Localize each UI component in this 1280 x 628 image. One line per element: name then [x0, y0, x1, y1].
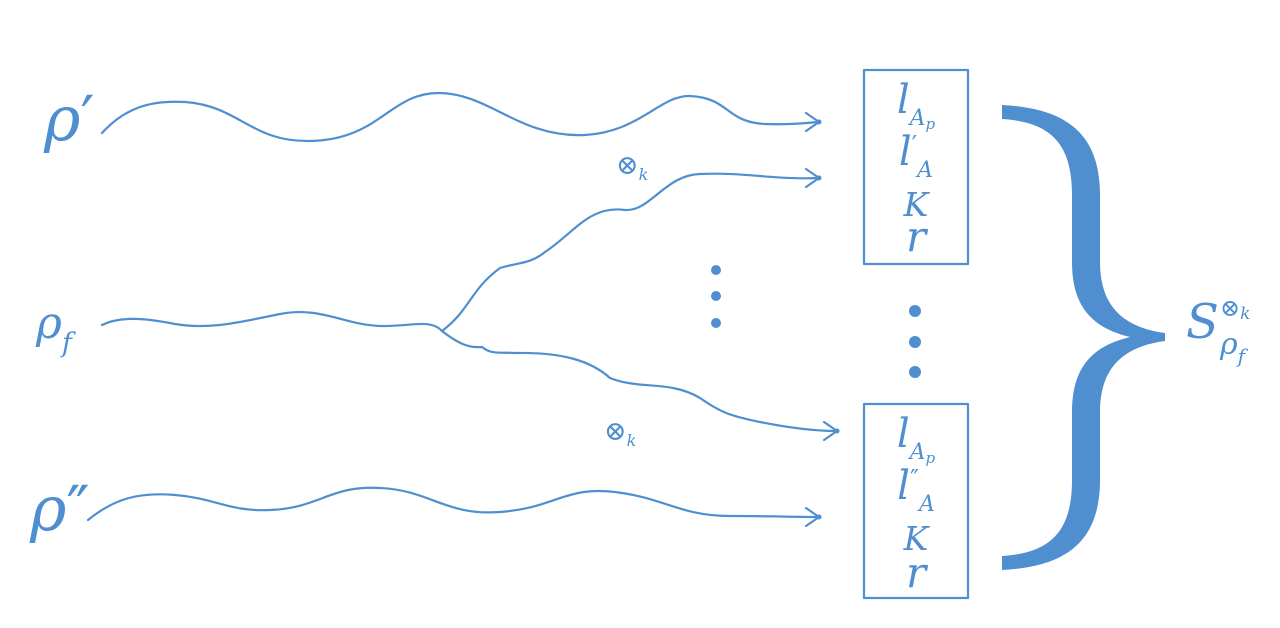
result-sup: ⊗k	[1220, 294, 1250, 323]
ellipsis-dot-boxes-2	[909, 336, 921, 348]
result-sup-symbol: ⊗	[1220, 294, 1241, 322]
bottom-box-dprime-mark: ″	[909, 465, 919, 493]
result-label: S ⊗k ρf	[1186, 296, 1276, 366]
top-box-line-3: K	[903, 185, 929, 224]
ellipsis-dot-middle-2	[711, 291, 721, 301]
result-sub-sub: f	[1237, 344, 1246, 368]
bottom-box-frame	[862, 402, 970, 600]
curly-brace	[1002, 105, 1165, 570]
rho-f-symbol: ρ	[36, 298, 62, 349]
bottom-box-sub-p: p	[925, 449, 936, 467]
bottom-box-line-1: lAp	[864, 411, 968, 466]
top-box-l: l	[896, 77, 910, 123]
tensor-symbol-upper: ⊗	[616, 150, 639, 181]
top-box-line-1: lAp	[864, 77, 968, 132]
bottom-box-line-3: K	[903, 519, 929, 558]
bottom-box: lAp l″A K r	[864, 404, 968, 598]
ellipsis-dot-middle-1	[711, 265, 721, 275]
rho-prime-mark: ′	[80, 82, 95, 155]
result-sub-symbol: ρ	[1220, 327, 1238, 362]
label-rho-f: ρf	[36, 302, 72, 358]
bottom-box-line-4: r	[905, 548, 927, 597]
top-box-sub-a: A	[909, 106, 926, 131]
arrow-dot-rho-prime	[816, 119, 822, 125]
rho-prime-symbol: ρ	[44, 82, 81, 155]
bottom-box-l: l	[896, 411, 910, 457]
result-base: S	[1186, 294, 1219, 350]
ellipsis-dot-boxes-3	[909, 366, 921, 378]
arrow-dot-upper	[816, 175, 822, 181]
rho-f-subscript: f	[61, 328, 72, 359]
arrow-dot-rho-dprime	[816, 514, 822, 520]
top-box: lAp l′A K r	[864, 70, 968, 264]
tensor-subscript-upper: k	[638, 165, 649, 184]
tensor-label-lower: ⊗k	[604, 416, 636, 449]
wave-rho-prime	[100, 91, 820, 143]
arrow-dot-lower	[834, 428, 840, 434]
ellipsis-dot-boxes-1	[909, 305, 921, 317]
label-rho-prime: ρ′	[44, 88, 95, 150]
wave-rho-f	[100, 310, 444, 333]
top-box-prime-mark: ′	[911, 131, 918, 159]
rho-double-prime-mark: ″	[66, 472, 90, 545]
top-box-frame	[862, 68, 970, 266]
result-sup-sub: k	[1240, 304, 1251, 324]
result-sub: ρf	[1220, 327, 1245, 367]
tensor-label-upper: ⊗k	[616, 150, 648, 183]
top-box-sub-a-2: A	[917, 158, 934, 183]
top-box-l-prime: l	[898, 129, 912, 175]
rho-double-prime-symbol: ρ	[30, 472, 67, 545]
branch-upper	[440, 172, 820, 333]
wave-rho-dprime	[86, 486, 820, 522]
tensor-subscript-lower: k	[626, 431, 637, 450]
label-rho-double-prime: ρ″	[30, 478, 90, 540]
top-box-sub-p: p	[925, 115, 936, 133]
bottom-box-line-2: l″A	[864, 463, 968, 516]
bottom-box-sub-a-2: A	[918, 492, 935, 517]
tensor-symbol-lower: ⊗	[604, 416, 627, 447]
branch-lower	[440, 329, 838, 433]
top-box-line-2: l′A	[864, 129, 968, 182]
ellipsis-dot-middle-3	[711, 318, 721, 328]
top-box-line-4: r	[905, 212, 927, 261]
bottom-box-l-dprime: l	[897, 463, 910, 509]
bottom-box-sub-a: A	[909, 440, 926, 465]
